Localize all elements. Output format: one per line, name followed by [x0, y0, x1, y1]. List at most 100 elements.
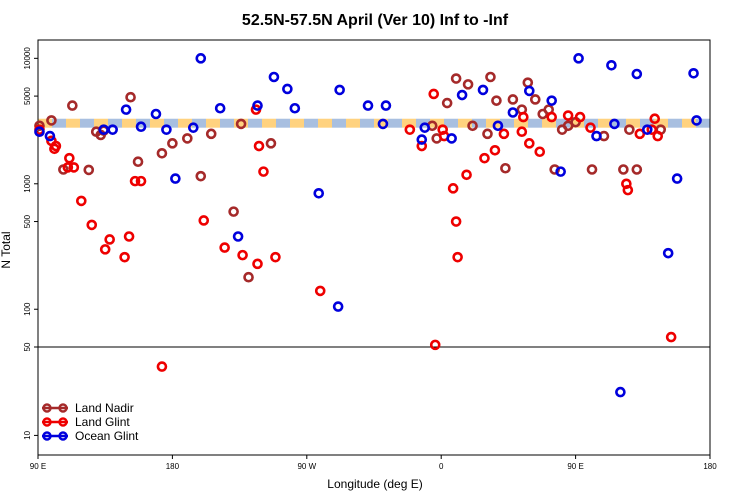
ocean-band-segment	[682, 118, 696, 128]
ocean-band-segment	[38, 118, 52, 128]
data-point-land-glint	[665, 331, 677, 343]
ocean-band-segment	[108, 118, 122, 128]
legend-label-ocean-glint: Ocean Glint	[75, 429, 139, 443]
ocean-band-segment	[486, 118, 500, 128]
data-point-land-glint	[104, 234, 115, 245]
data-point-land-glint	[123, 231, 135, 242]
data-point-land-glint	[461, 169, 472, 181]
data-point-land-nadir	[205, 128, 217, 140]
y-tick-label: 50	[23, 342, 32, 351]
data-point-ocean-glint	[195, 53, 207, 64]
ocean-band-segment	[430, 118, 444, 128]
data-point-land-nadir	[631, 164, 643, 175]
data-point-land-nadir	[482, 128, 493, 140]
ocean-band-segment	[374, 118, 388, 128]
data-point-land-glint	[198, 215, 210, 226]
ocean-band-segment	[80, 118, 94, 128]
data-point-land-nadir	[529, 94, 541, 105]
data-point-land-nadir	[500, 162, 511, 174]
data-point-land-nadir	[491, 95, 502, 106]
data-point-land-glint	[237, 249, 248, 261]
data-point-land-nadir	[507, 94, 519, 105]
data-point-land-glint	[135, 175, 147, 187]
data-point-land-nadir	[441, 97, 453, 109]
data-point-land-nadir	[462, 79, 474, 90]
ocean-band-segment	[696, 118, 710, 128]
data-point-ocean-glint	[688, 67, 699, 79]
ocean-band-segment	[332, 118, 346, 128]
data-point-land-glint	[562, 110, 574, 121]
data-point-ocean-glint	[362, 100, 374, 111]
data-point-ocean-glint	[334, 84, 345, 96]
y-tick-label: 10000	[23, 47, 32, 70]
plot-border	[37, 39, 711, 456]
data-point-ocean-glint	[252, 100, 263, 111]
data-point-land-glint	[156, 361, 168, 372]
ocean-band-segment	[318, 118, 332, 128]
data-point-land-nadir	[243, 271, 254, 283]
chart-title: 52.5N-57.5N April (Ver 10) Inf to -Inf	[242, 12, 509, 29]
data-point-land-glint	[429, 339, 441, 351]
ocean-band-segment	[640, 118, 654, 128]
ocean-band-segment	[262, 118, 276, 128]
ocean-band-segment	[570, 118, 584, 128]
ocean-band-segment	[668, 118, 682, 128]
data-point-land-glint	[64, 152, 75, 164]
data-point-ocean-glint	[631, 68, 643, 80]
data-point-land-glint	[450, 216, 462, 227]
data-point-land-glint	[649, 113, 661, 125]
plot-frame	[37, 39, 711, 456]
data-point-ocean-glint	[524, 85, 535, 97]
ocean-band-segment	[388, 118, 402, 128]
data-point-ocean-glint	[135, 121, 147, 133]
data-point-land-glint	[62, 162, 74, 173]
ocean-band-segment	[94, 118, 108, 128]
legend-marker-land-nadir	[58, 403, 68, 413]
legend-marker-ocean-glint	[42, 431, 52, 441]
data-point-land-nadir	[156, 147, 168, 159]
data-point-land-nadir	[182, 133, 193, 144]
ocean-band-segment	[514, 118, 528, 128]
data-point-land-glint	[270, 251, 281, 263]
data-point-land-glint	[652, 130, 664, 142]
y-tick-label: 5000	[23, 87, 32, 105]
data-point-ocean-glint	[44, 130, 56, 142]
ocean-band-segment	[178, 118, 192, 128]
data-point-land-glint	[447, 183, 459, 194]
ocean-band-segment	[164, 118, 178, 128]
data-point-land-glint	[314, 285, 326, 297]
data-point-land-glint	[534, 146, 546, 158]
ocean-band-segment	[150, 118, 164, 128]
data-point-ocean-glint	[268, 71, 280, 83]
data-point-land-nadir	[195, 170, 207, 182]
data-point-land-nadir	[167, 138, 178, 149]
data-point-ocean-glint	[456, 89, 468, 101]
data-point-land-glint	[50, 140, 62, 152]
data-point-ocean-glint	[289, 102, 301, 114]
data-point-ocean-glint	[161, 124, 172, 135]
data-points	[34, 53, 702, 398]
data-point-land-glint	[524, 138, 535, 149]
legend-marker-land-glint	[58, 417, 68, 427]
ocean-band-segment	[556, 118, 570, 128]
ocean-band-segment	[654, 118, 668, 128]
data-point-land-nadir	[485, 71, 496, 83]
data-point-land-glint	[622, 184, 634, 196]
ocean-band-segment	[402, 118, 416, 128]
data-point-land-nadir	[586, 164, 598, 175]
data-point-land-glint	[404, 124, 416, 135]
legend-marker-land-glint	[42, 417, 52, 427]
data-point-land-nadir	[125, 91, 136, 103]
legend-marker-ocean-glint	[58, 431, 68, 441]
data-point-ocean-glint	[170, 173, 181, 184]
data-point-land-glint	[68, 162, 80, 173]
data-point-ocean-glint	[641, 124, 653, 135]
data-point-land-nadir	[450, 73, 462, 84]
data-point-land-glint	[416, 140, 428, 152]
ocean-band-segment	[458, 118, 472, 128]
data-point-land-glint	[258, 166, 269, 177]
x-tick-label: 180	[166, 462, 180, 471]
ocean-band-segment	[304, 118, 318, 128]
data-point-ocean-glint	[507, 107, 519, 118]
